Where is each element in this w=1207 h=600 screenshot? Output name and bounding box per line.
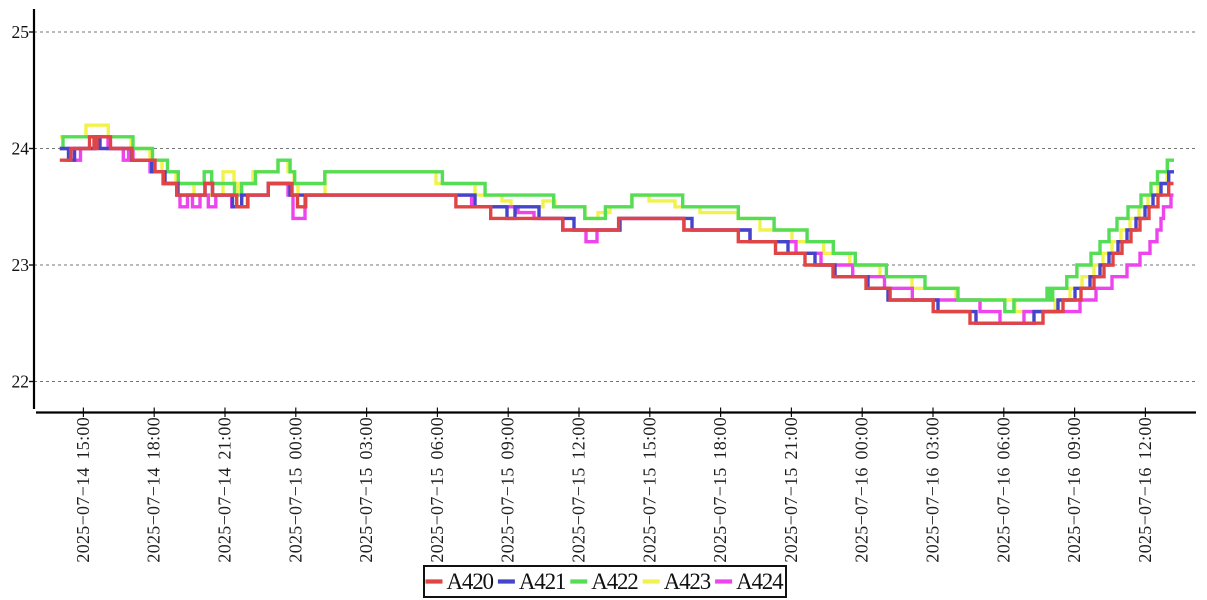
svg-text:A420: A420 (447, 569, 494, 594)
svg-text:A421: A421 (519, 569, 566, 594)
svg-text:2025−07−16 00:00: 2025−07−16 00:00 (852, 417, 872, 563)
svg-text:A424: A424 (736, 569, 784, 594)
svg-text:2025−07−15 09:00: 2025−07−15 09:00 (498, 417, 518, 563)
svg-text:2025−07−14 21:00: 2025−07−14 21:00 (215, 417, 235, 563)
svg-text:2025−07−15 03:00: 2025−07−15 03:00 (356, 417, 376, 563)
svg-text:2025−07−15 06:00: 2025−07−15 06:00 (427, 417, 447, 563)
svg-text:23: 23 (12, 255, 30, 275)
svg-text:2025−07−14 18:00: 2025−07−14 18:00 (144, 417, 164, 563)
svg-text:2025−07−14 15:00: 2025−07−14 15:00 (73, 417, 93, 563)
svg-text:2025−07−15 18:00: 2025−07−15 18:00 (710, 417, 730, 563)
svg-text:2025−07−15 15:00: 2025−07−15 15:00 (639, 417, 659, 563)
svg-text:2025−07−15 21:00: 2025−07−15 21:00 (781, 417, 801, 563)
svg-text:2025−07−16 12:00: 2025−07−16 12:00 (1135, 417, 1155, 563)
svg-text:2025−07−16 09:00: 2025−07−16 09:00 (1064, 417, 1084, 563)
svg-text:22: 22 (12, 372, 30, 392)
svg-text:A422: A422 (591, 569, 638, 594)
svg-text:2025−07−15 12:00: 2025−07−15 12:00 (569, 417, 589, 563)
svg-text:24: 24 (12, 139, 30, 159)
svg-text:2025−07−15 00:00: 2025−07−15 00:00 (285, 417, 305, 563)
svg-text:A423: A423 (664, 569, 711, 594)
svg-text:25: 25 (12, 22, 30, 42)
svg-text:2025−07−16 06:00: 2025−07−16 06:00 (993, 417, 1013, 563)
svg-text:2025−07−16 03:00: 2025−07−16 03:00 (923, 417, 943, 563)
